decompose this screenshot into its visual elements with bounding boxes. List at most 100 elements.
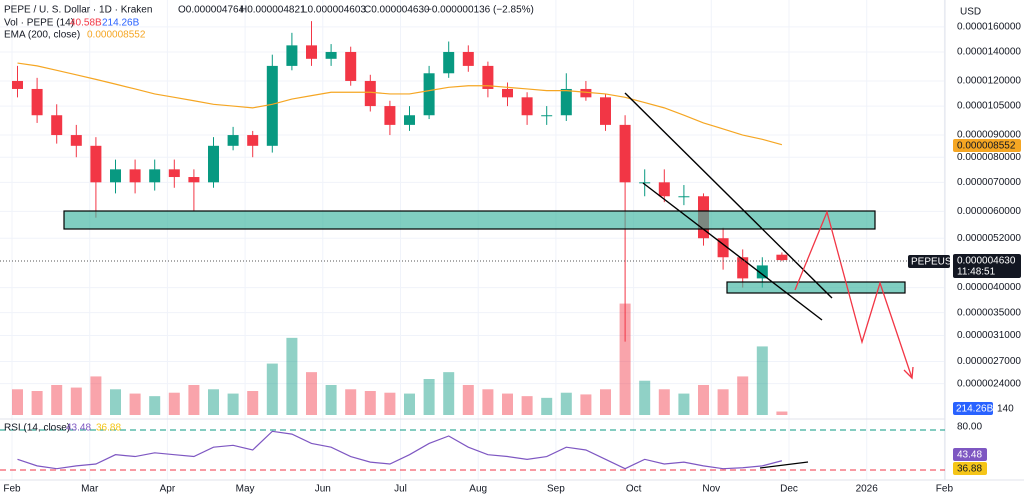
candle-body (51, 115, 63, 136)
y-tick-label: 0.0000052000 (957, 233, 1021, 244)
volume-bar (580, 394, 592, 415)
candle-body (188, 177, 200, 183)
candle-body (560, 88, 572, 116)
volume-bar (227, 393, 239, 415)
volume-axis-label: 140 (997, 404, 1014, 415)
volume-average-label: 214.26B (956, 404, 994, 415)
volume-bar (560, 392, 572, 415)
candle-body (70, 135, 82, 146)
ohlc-low: L0.000004603 (302, 5, 366, 16)
last-price-label: 0.000004630 (957, 256, 1016, 267)
rsi-ma-value: 36.88 (96, 423, 121, 434)
x-tick-label: Feb (3, 484, 21, 495)
volume-bar (600, 389, 611, 415)
candle-body (737, 257, 749, 279)
ticker-box (908, 255, 950, 268)
ema-line (17, 62, 783, 146)
volume-bar (286, 337, 298, 415)
candle-body (678, 196, 690, 198)
y-tick-label: 0.0000105000 (957, 101, 1021, 112)
rsi-value: 43.48 (66, 423, 91, 434)
volume-bar (717, 389, 729, 415)
volume-bar (149, 396, 161, 415)
volume-bar (502, 393, 513, 415)
volume-current: 40.58B (70, 18, 102, 29)
candle-body (482, 65, 494, 89)
y-tick-label: 0.0000031000 (957, 330, 1021, 341)
volume-bar (70, 387, 82, 415)
rsi-legend: RSI (14, close) (4, 423, 70, 434)
candle-body (404, 115, 415, 125)
rsi-ma-scale-value: 36.88 (957, 464, 982, 475)
rsi-tick-label: 80.00 (957, 421, 982, 432)
y-tick-label: 0.0000027000 (957, 356, 1021, 367)
x-tick-label: Jun (315, 484, 331, 495)
y-tick-label: 0.0000160000 (957, 21, 1021, 32)
rsi-scale-value: 43.48 (957, 450, 982, 461)
axis-unit: USD (960, 7, 981, 18)
ticker-label: PEPEUSD (911, 257, 959, 268)
support-zone (63, 210, 876, 230)
x-tick-label: Aug (469, 484, 487, 495)
ohlc-open: O0.000004764 (178, 5, 245, 16)
ema-value: 0.000008552 (87, 30, 146, 41)
volume-bar (521, 396, 533, 415)
volume-bar (404, 393, 415, 415)
volume-bar (129, 393, 141, 415)
candle-body (247, 135, 259, 146)
candle-body (286, 45, 298, 66)
volume-bar (678, 393, 690, 415)
volume-bar (12, 389, 23, 415)
ema-price-box (953, 139, 1021, 152)
volume-bar (364, 391, 376, 415)
volume-bar (756, 346, 768, 415)
candle-body (580, 88, 592, 98)
y-tick-label: 0.0000035000 (957, 307, 1021, 318)
volume-bar (306, 372, 317, 415)
volume-bar (110, 389, 121, 415)
y-tick-label: 0.0000140000 (957, 47, 1021, 58)
channel-lower (642, 182, 823, 321)
x-tick-label: Nov (702, 484, 720, 495)
candle-body (600, 97, 611, 125)
volume-bar (658, 389, 670, 415)
x-tick-label: Jul (394, 484, 407, 495)
y-tick-label: 0.0000070000 (957, 177, 1021, 188)
volume-bar (619, 303, 631, 415)
candle-body (619, 124, 631, 183)
y-tick-label: 0.0000090000 (957, 130, 1021, 141)
ema-price-label: 0.000008552 (957, 141, 1016, 152)
candle-body (266, 65, 278, 146)
candle-body (345, 51, 357, 81)
volume-bar (345, 389, 357, 415)
volume-bar (188, 385, 200, 415)
x-tick-label: Apr (160, 484, 176, 495)
x-tick-label: Feb (936, 484, 954, 495)
candle-body (12, 80, 23, 89)
x-tick-label: Dec (780, 484, 798, 495)
volume-bar (776, 411, 788, 415)
volume-bar (639, 380, 651, 415)
candle-body (306, 45, 317, 59)
candle-body (776, 254, 788, 261)
channel-upper (624, 92, 833, 299)
price-pane: 0.0000160000 0.0000140000 0.0000120000 0.00… (0, 0, 1021, 480)
y-tick-label: 0.0000080000 (957, 152, 1021, 163)
ohlc-close: C0.000004630 (364, 5, 430, 16)
volume-bar (482, 389, 494, 415)
candle-body (658, 182, 670, 197)
x-tick-label: Sep (547, 484, 565, 495)
volume-bar (51, 385, 63, 415)
candle-body (541, 115, 553, 117)
candle-body (756, 265, 768, 279)
candle-body (129, 169, 141, 183)
volume-bar (384, 392, 396, 415)
volume-average: 214.26B (102, 18, 140, 29)
candle-body (443, 51, 455, 74)
volume-bar (325, 385, 337, 415)
candle-body (90, 145, 102, 183)
candle-body (208, 145, 219, 183)
candle-body (110, 169, 121, 183)
